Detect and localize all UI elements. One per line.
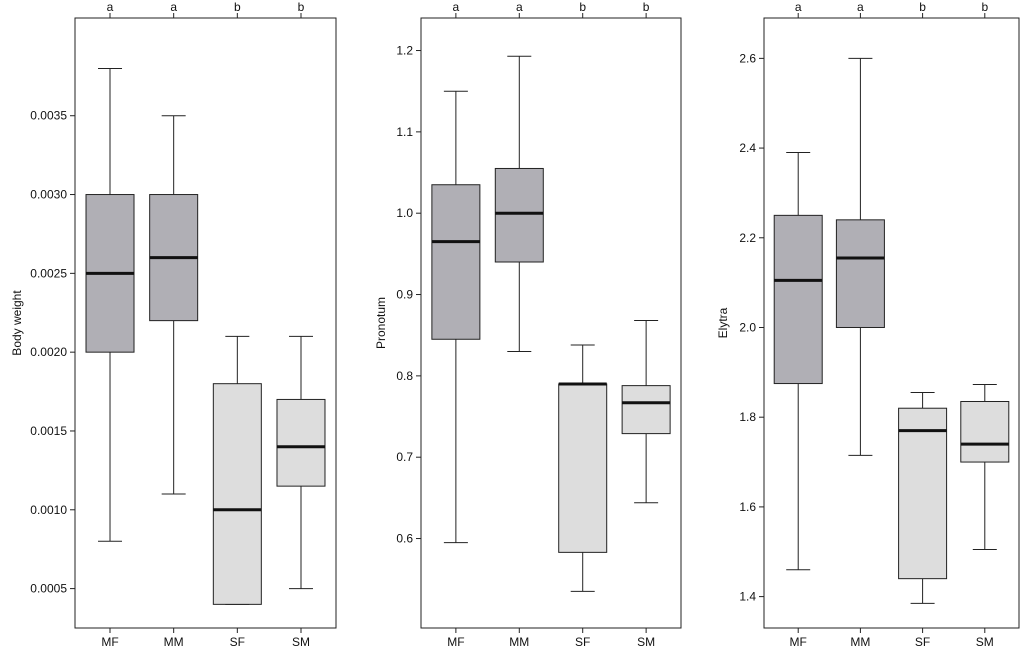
y-tick-label: 0.0010 [30, 503, 67, 517]
y-tick-label: 0.6 [396, 532, 413, 546]
iqr-box [960, 400, 1010, 463]
y-axis-label: Body weight [10, 290, 24, 356]
iqr-box [494, 167, 544, 263]
iqr-box [276, 398, 326, 487]
x-tick-label: MF [447, 635, 464, 649]
box-mf [431, 90, 481, 544]
plot-frame [74, 17, 337, 629]
y-tick-label: 1.4 [739, 590, 756, 604]
x-tick-label: SF [575, 635, 590, 649]
panel-2: Pronotum 0.6 0.7 0.8 0.9 1.0 1.1 1.2 MF a MM a SF b SM… [374, 0, 682, 649]
significance-letter: b [234, 0, 241, 14]
panel-3: Elytra 1.4 1.6 1.8 2.0 2.2 2.4 2.6 MF a MM a SF b SM b [716, 0, 1020, 649]
y-tick-label: 0.0035 [30, 109, 67, 123]
y-tick-label: 0.9 [396, 288, 413, 302]
significance-letter: a [857, 0, 864, 14]
box-sf [558, 344, 608, 592]
box-sf [898, 392, 948, 604]
y-tick-label: 2.0 [739, 320, 756, 334]
significance-letter: a [107, 0, 114, 14]
y-tick-label: 0.8 [396, 369, 413, 383]
y-axis-label: Elytra [716, 307, 730, 338]
x-tick-label: MF [790, 635, 807, 649]
x-tick-label: SF [230, 635, 245, 649]
y-tick-label: 2.6 [739, 51, 756, 65]
x-tick-label: MF [101, 635, 118, 649]
y-tick-label: 0.0015 [30, 424, 67, 438]
box-mm [494, 55, 544, 352]
y-tick-label: 1.6 [739, 500, 756, 514]
y-tick-label: 0.0005 [30, 582, 67, 596]
y-tick-label: 1.2 [396, 44, 413, 58]
y-tick-label: 1.8 [739, 410, 756, 424]
box-mm [149, 115, 199, 495]
y-tick-label: 1.1 [396, 125, 413, 139]
box-mf [85, 67, 135, 542]
x-tick-label: SM [637, 635, 655, 649]
y-tick-label: 0.0030 [30, 188, 67, 202]
significance-letter: b [981, 0, 988, 14]
x-tick-label: MM [850, 635, 870, 649]
significance-letter: b [643, 0, 650, 14]
significance-letter: a [170, 0, 177, 14]
iqr-box [621, 385, 671, 435]
iqr-box [898, 407, 948, 580]
box-mf [773, 152, 823, 571]
panel-1: Body weight 0.0005 0.0010 0.0015 0.0020 0.002… [10, 0, 337, 649]
x-tick-label: SM [976, 635, 994, 649]
iqr-box [212, 383, 262, 605]
y-tick-label: 1.0 [396, 206, 413, 220]
iqr-box [431, 184, 481, 340]
box-sm [276, 335, 326, 590]
x-tick-label: SF [915, 635, 930, 649]
significance-letter: a [453, 0, 460, 14]
y-tick-label: 2.2 [739, 231, 756, 245]
significance-letter: a [516, 0, 523, 14]
box-sm [960, 383, 1010, 551]
significance-letter: a [795, 0, 802, 14]
y-tick-label: 0.0025 [30, 266, 67, 280]
iqr-box [835, 219, 885, 328]
box-sf [212, 335, 262, 605]
plot-frame [763, 17, 1020, 629]
y-tick-label: 2.4 [739, 141, 756, 155]
x-tick-label: SM [292, 635, 310, 649]
y-tick-label: 0.0020 [30, 345, 67, 359]
x-tick-label: MM [164, 635, 184, 649]
significance-letter: b [579, 0, 586, 14]
iqr-box [558, 383, 608, 553]
y-tick-label: 0.7 [396, 450, 413, 464]
plot-frame [420, 17, 682, 629]
significance-letter: b [919, 0, 926, 14]
box-mm [835, 57, 885, 456]
iqr-box [773, 214, 823, 385]
x-tick-label: MM [509, 635, 529, 649]
y-axis-label: Pronotum [374, 297, 388, 349]
significance-letter: b [298, 0, 305, 14]
box-sm [621, 320, 671, 504]
